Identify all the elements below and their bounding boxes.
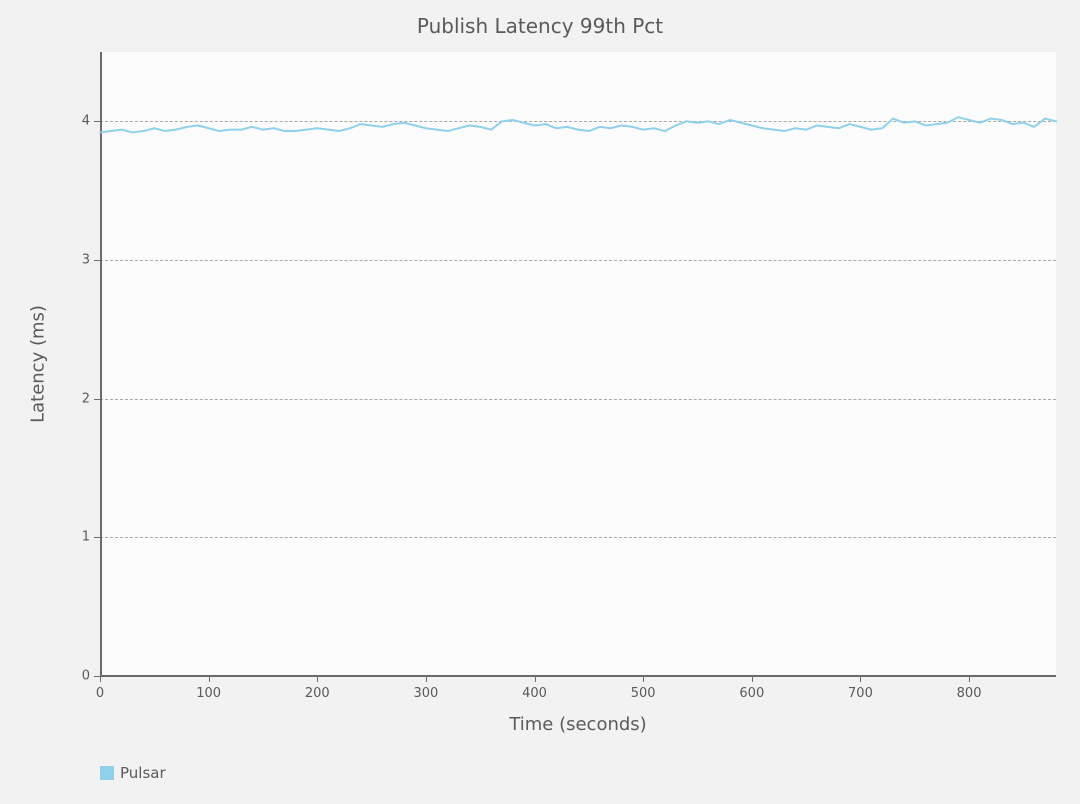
series-layer: [0, 0, 1080, 804]
chart-container: Publish Latency 99th Pct Time (seconds) …: [0, 0, 1080, 804]
series-line: [100, 117, 1056, 132]
